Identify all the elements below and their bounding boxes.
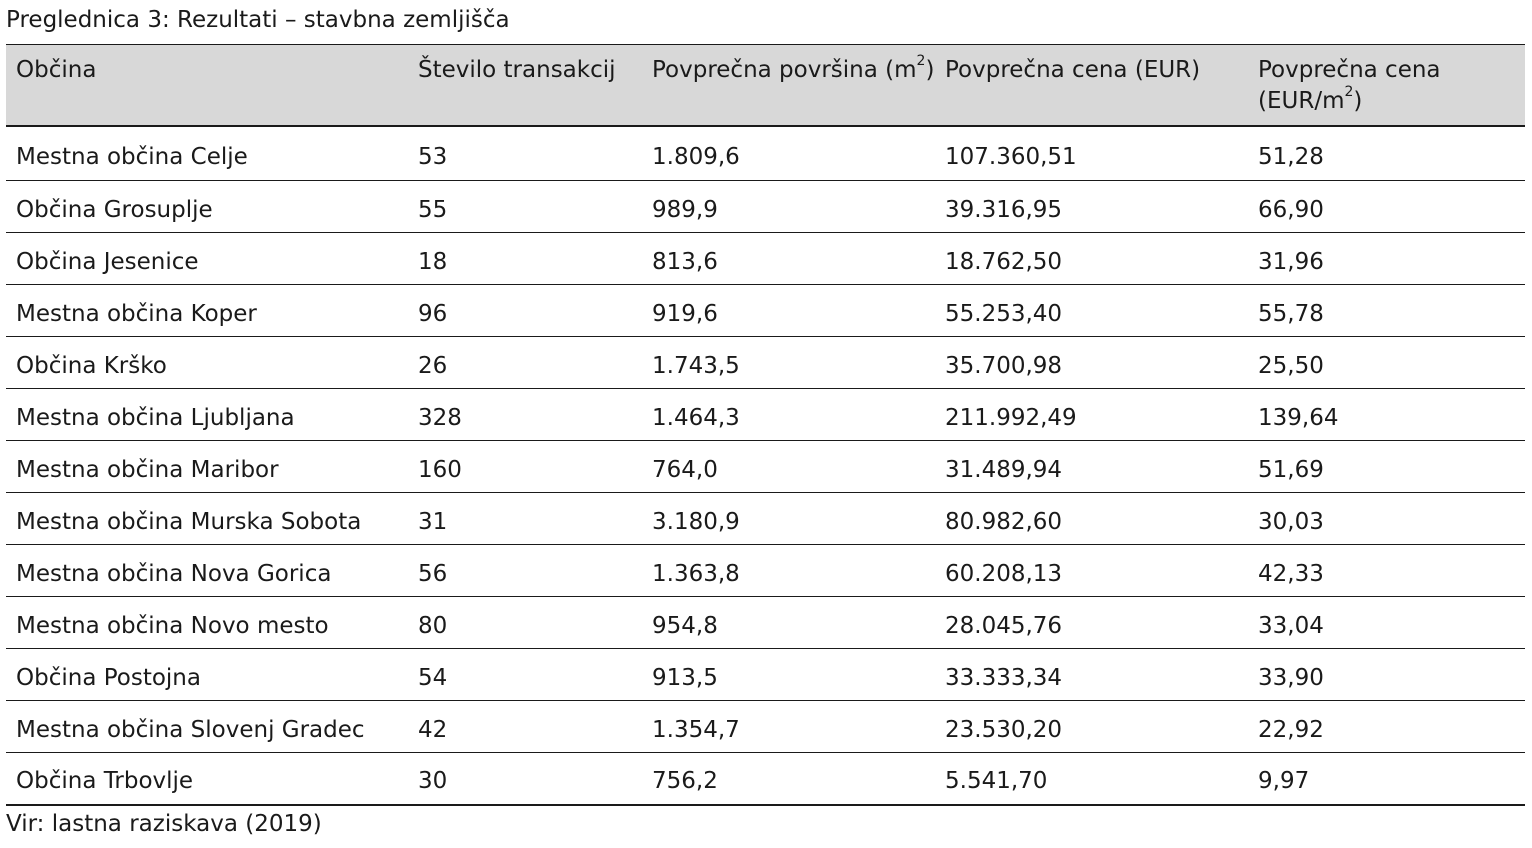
- cell-stevilo-transakcij: 31: [408, 492, 642, 545]
- cell-obcina: Mestna občina Ljubljana: [6, 388, 408, 441]
- cell-povprecna-cena-m2: 55,78: [1248, 284, 1525, 337]
- cell-povprecna-cena: 31.489,94: [935, 440, 1248, 493]
- cell-povprecna-cena-m2: 51,69: [1248, 440, 1525, 493]
- cell-povprecna-povrsina: 1.809,6: [642, 125, 935, 181]
- cell-povprecna-povrsina: 913,5: [642, 648, 935, 701]
- cell-povprecna-povrsina: 756,2: [642, 752, 935, 806]
- cell-povprecna-povrsina: 764,0: [642, 440, 935, 493]
- cell-povprecna-cena: 39.316,95: [935, 180, 1248, 233]
- cell-povprecna-povrsina: 1.363,8: [642, 544, 935, 597]
- cell-obcina: Mestna občina Koper: [6, 284, 408, 337]
- cell-povprecna-cena: 35.700,98: [935, 336, 1248, 389]
- cell-povprecna-cena-m2: 139,64: [1248, 388, 1525, 441]
- table-body: Mestna občina Celje 53 1.809,6 107.360,51 51…: [6, 125, 1525, 806]
- table-row: Občina Grosuplje 55 989,9 39.316,95 66,90: [6, 180, 1525, 233]
- cell-povprecna-cena-m2: 31,96: [1248, 232, 1525, 285]
- cell-stevilo-transakcij: 42: [408, 700, 642, 753]
- header-cena-m2-line1: Povprečna cena: [1258, 57, 1441, 83]
- header-cena-m2-suffix: ): [1353, 88, 1363, 114]
- cell-povprecna-povrsina: 813,6: [642, 232, 935, 285]
- cell-povprecna-povrsina: 954,8: [642, 596, 935, 649]
- cell-povprecna-cena-m2: 33,90: [1248, 648, 1525, 701]
- cell-obcina: Občina Trbovlje: [6, 752, 408, 806]
- table-row: Občina Krško 26 1.743,5 35.700,98 25,50: [6, 336, 1525, 389]
- cell-povprecna-cena-m2: 9,97: [1248, 752, 1525, 806]
- cell-obcina: Mestna občina Nova Gorica: [6, 544, 408, 597]
- cell-obcina: Občina Grosuplje: [6, 180, 408, 233]
- cell-obcina: Mestna občina Celje: [6, 125, 408, 181]
- cell-povprecna-cena-m2: 42,33: [1248, 544, 1525, 597]
- cell-stevilo-transakcij: 328: [408, 388, 642, 441]
- header-cena-m2-text: (EUR/m: [1258, 88, 1345, 114]
- table-header: Občina Število transakcij Povprečna povr…: [6, 44, 1525, 127]
- cell-obcina: Mestna občina Maribor: [6, 440, 408, 493]
- cell-povprecna-cena: 5.541,70: [935, 752, 1248, 806]
- header-stevilo-transakcij: Število transakcij: [408, 44, 642, 127]
- cell-povprecna-cena-m2: 25,50: [1248, 336, 1525, 389]
- cell-obcina: Mestna občina Novo mesto: [6, 596, 408, 649]
- header-row: Občina Število transakcij Povprečna povr…: [6, 44, 1525, 127]
- cell-povprecna-cena: 23.530,20: [935, 700, 1248, 753]
- header-povrsina-suffix: ): [925, 57, 935, 83]
- cell-stevilo-transakcij: 96: [408, 284, 642, 337]
- cell-obcina: Občina Jesenice: [6, 232, 408, 285]
- table-row: Mestna občina Koper 96 919,6 55.253,40 55,78: [6, 284, 1525, 337]
- cell-povprecna-cena: 211.992,49: [935, 388, 1248, 441]
- cell-povprecna-cena-m2: 66,90: [1248, 180, 1525, 233]
- cell-povprecna-cena-m2: 51,28: [1248, 125, 1525, 181]
- cell-obcina: Mestna občina Murska Sobota: [6, 492, 408, 545]
- header-povrsina-text: Povprečna površina (m: [652, 57, 917, 83]
- cell-povprecna-povrsina: 1.354,7: [642, 700, 935, 753]
- cell-povprecna-cena: 60.208,13: [935, 544, 1248, 597]
- header-povrsina-superscript: 2: [916, 53, 926, 70]
- table-row: Mestna občina Celje 53 1.809,6 107.360,51 51…: [6, 125, 1525, 181]
- cell-stevilo-transakcij: 54: [408, 648, 642, 701]
- header-obcina: Občina: [6, 44, 408, 127]
- cell-stevilo-transakcij: 55: [408, 180, 642, 233]
- header-povprecna-cena-m2: Povprečna cena (EUR/m2): [1248, 44, 1525, 127]
- table-row: Mestna občina Maribor 160 764,0 31.489,94 51…: [6, 440, 1525, 493]
- cell-povprecna-povrsina: 919,6: [642, 284, 935, 337]
- cell-stevilo-transakcij: 160: [408, 440, 642, 493]
- cell-povprecna-cena: 80.982,60: [935, 492, 1248, 545]
- table-row: Mestna občina Ljubljana 328 1.464,3 211.992…: [6, 388, 1525, 441]
- cell-povprecna-cena: 55.253,40: [935, 284, 1248, 337]
- header-povprecna-cena: Povprečna cena (EUR): [935, 44, 1248, 127]
- cell-stevilo-transakcij: 18: [408, 232, 642, 285]
- results-table: Občina Število transakcij Povprečna povr…: [6, 44, 1525, 806]
- cell-stevilo-transakcij: 80: [408, 596, 642, 649]
- cell-obcina: Mestna občina Slovenj Gradec: [6, 700, 408, 753]
- cell-povprecna-cena: 28.045,76: [935, 596, 1248, 649]
- cell-povprecna-povrsina: 3.180,9: [642, 492, 935, 545]
- table-row: Mestna občina Slovenj Gradec 42 1.354,7 23.…: [6, 700, 1525, 753]
- cell-povprecna-cena-m2: 22,92: [1248, 700, 1525, 753]
- table-caption: Preglednica 3: Rezultati – stavbna zemlj…: [6, 7, 510, 33]
- table-row: Mestna občina Novo mesto 80 954,8 28.045,76…: [6, 596, 1525, 649]
- cell-povprecna-cena-m2: 30,03: [1248, 492, 1525, 545]
- cell-povprecna-povrsina: 1.743,5: [642, 336, 935, 389]
- table-row: Mestna občina Murska Sobota 31 3.180,9 80.9…: [6, 492, 1525, 545]
- table-row: Občina Postojna 54 913,5 33.333,34 33,90: [6, 648, 1525, 701]
- header-cena-m2-superscript: 2: [1344, 84, 1354, 101]
- cell-povprecna-cena: 18.762,50: [935, 232, 1248, 285]
- cell-stevilo-transakcij: 56: [408, 544, 642, 597]
- cell-obcina: Občina Postojna: [6, 648, 408, 701]
- cell-stevilo-transakcij: 26: [408, 336, 642, 389]
- cell-povprecna-cena: 107.360,51: [935, 125, 1248, 181]
- cell-stevilo-transakcij: 30: [408, 752, 642, 806]
- table-row: Občina Jesenice 18 813,6 18.762,50 31,96: [6, 232, 1525, 285]
- table-source-note: Vir: lastna raziskava (2019): [6, 811, 322, 837]
- cell-povprecna-povrsina: 1.464,3: [642, 388, 935, 441]
- cell-stevilo-transakcij: 53: [408, 125, 642, 181]
- header-povprecna-povrsina: Povprečna površina (m2): [642, 44, 935, 127]
- table-row: Mestna občina Nova Gorica 56 1.363,8 60.208…: [6, 544, 1525, 597]
- cell-obcina: Občina Krško: [6, 336, 408, 389]
- cell-povprecna-cena-m2: 33,04: [1248, 596, 1525, 649]
- cell-povprecna-cena: 33.333,34: [935, 648, 1248, 701]
- table-row: Občina Trbovlje 30 756,2 5.541,70 9,97: [6, 752, 1525, 806]
- cell-povprecna-povrsina: 989,9: [642, 180, 935, 233]
